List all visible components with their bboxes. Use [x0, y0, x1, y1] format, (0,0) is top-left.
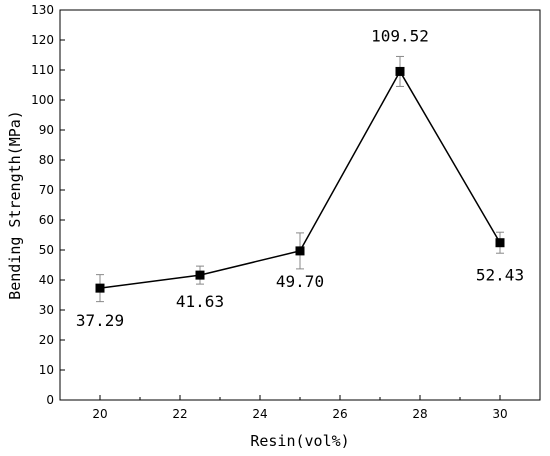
y-tick-label: 30	[39, 303, 54, 317]
y-tick-label: 0	[46, 393, 54, 407]
data-labels-layer: 37.29 41.63 49.70 109.52 52.43	[76, 26, 524, 330]
y-tick-label: 110	[31, 63, 54, 77]
data-point-marker	[195, 270, 205, 280]
x-tick-label: 22	[172, 407, 187, 421]
data-point-marker	[395, 66, 405, 76]
y-tick-label: 60	[39, 213, 54, 227]
data-point-marker	[495, 238, 505, 248]
data-point-marker	[95, 283, 105, 293]
x-axis-title: Resin(vol%)	[250, 432, 349, 450]
y-tick-label: 40	[39, 273, 54, 287]
y-axis-title: Bending Strength(MPa)	[6, 110, 24, 300]
y-tick-label: 80	[39, 153, 54, 167]
x-tick-label: 24	[252, 407, 267, 421]
plot-frame	[59, 9, 541, 401]
x-tick-label: 30	[492, 407, 507, 421]
x-tick-label: 28	[412, 407, 427, 421]
y-tick-label: 90	[39, 123, 54, 137]
data-label: 109.52	[371, 26, 429, 45]
x-tick-label: 26	[332, 407, 347, 421]
y-tick-label: 70	[39, 183, 54, 197]
y-tick-label: 100	[31, 93, 54, 107]
data-label: 52.43	[476, 266, 524, 285]
y-tick-label: 130	[31, 3, 54, 17]
data-label: 49.70	[276, 272, 324, 291]
x-axis-ticks: 20 22 24 26 28 30	[92, 395, 508, 421]
y-axis-ticks: 0 10 20 30 40 50 60 70 80 90 100 110 120 130	[31, 3, 65, 407]
data-label: 37.29	[76, 311, 124, 330]
y-tick-label: 10	[39, 363, 54, 377]
y-tick-label: 20	[39, 333, 54, 347]
x-tick-label: 20	[92, 407, 107, 421]
data-point-marker	[295, 246, 305, 256]
y-tick-label: 50	[39, 243, 54, 257]
series-layer	[95, 55, 505, 303]
y-tick-label: 120	[31, 33, 54, 47]
data-label: 41.63	[176, 292, 224, 311]
